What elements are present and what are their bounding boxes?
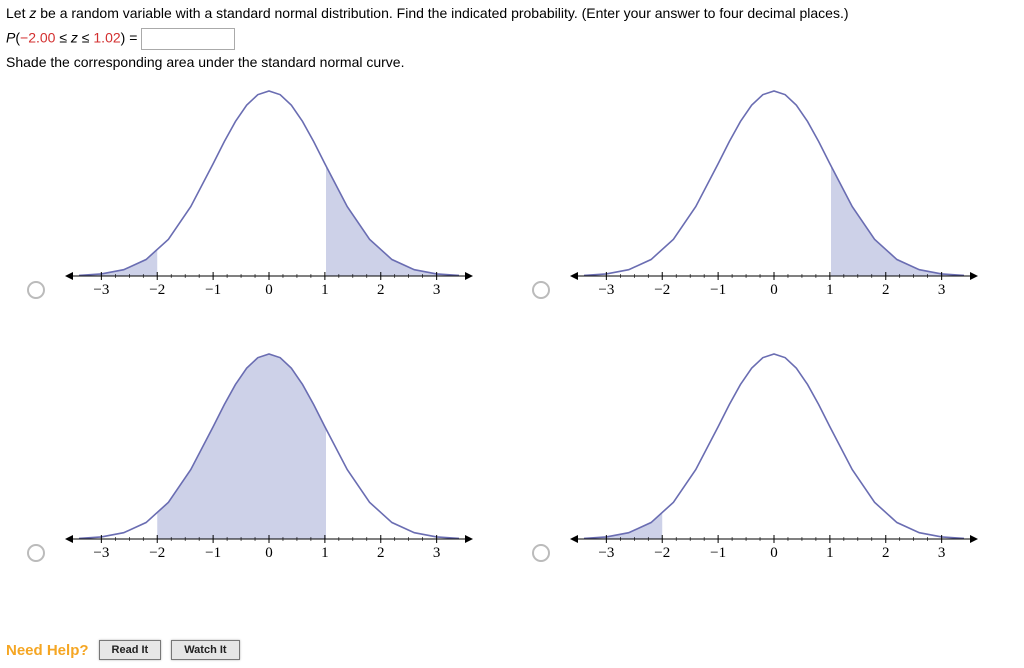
svg-text:0: 0	[265, 545, 273, 561]
svg-text:3: 3	[938, 282, 946, 298]
watch-it-button[interactable]: Watch It	[171, 640, 239, 660]
prob-upper-bound: 1.02	[93, 29, 120, 45]
svg-text:1: 1	[826, 282, 834, 298]
svg-text:−3: −3	[93, 282, 109, 298]
chart-option-2: −3 −2 −1 0 1 2 3	[523, 76, 1008, 301]
svg-text:−1: −1	[205, 282, 221, 298]
charts-grid: −3 −2 −1 0 1 2 3 −3 −2 −1 0 1 2 3 −3 −2 −1 0 1 2 3 −3 −2 −1 0 1 2 3	[18, 76, 1008, 564]
svg-text:1: 1	[321, 545, 329, 561]
svg-text:−1: −1	[710, 282, 726, 298]
prob-lower-bound: −2.00	[20, 29, 55, 45]
svg-text:3: 3	[938, 545, 946, 561]
svg-text:2: 2	[377, 545, 385, 561]
instruction-part-b: be a random variable with a standard nor…	[36, 5, 848, 21]
normal-curve-chart: −3 −2 −1 0 1 2 3	[54, 339, 484, 564]
instruction-part-a: Let	[6, 5, 29, 21]
shade-instruction: Shade the corresponding area under the s…	[0, 52, 1024, 76]
svg-text:0: 0	[770, 545, 778, 561]
svg-text:2: 2	[377, 282, 385, 298]
prob-p: P	[6, 29, 15, 45]
svg-text:0: 0	[770, 282, 778, 298]
need-help-label: Need Help?	[6, 642, 89, 659]
normal-curve-chart: −3 −2 −1 0 1 2 3	[54, 76, 484, 301]
svg-text:−2: −2	[149, 282, 165, 298]
svg-text:0: 0	[265, 282, 273, 298]
svg-text:2: 2	[882, 545, 890, 561]
answer-input[interactable]	[141, 28, 235, 50]
normal-curve-chart: −3 −2 −1 0 1 2 3	[559, 76, 989, 301]
prob-var-z: z	[71, 29, 78, 45]
chart-option-1: −3 −2 −1 0 1 2 3	[18, 76, 503, 301]
chart-radio-4[interactable]	[532, 544, 550, 562]
shade-text: Shade the corresponding area under the s…	[6, 54, 404, 70]
chart-option-4: −3 −2 −1 0 1 2 3	[523, 339, 1008, 564]
svg-text:−3: −3	[598, 545, 614, 561]
svg-text:1: 1	[321, 282, 329, 298]
svg-text:3: 3	[433, 282, 441, 298]
svg-text:−3: −3	[598, 282, 614, 298]
need-help-row: Need Help? Read It Watch It	[6, 640, 240, 660]
svg-text:−1: −1	[710, 545, 726, 561]
svg-text:−2: −2	[149, 545, 165, 561]
chart-radio-1[interactable]	[27, 281, 45, 299]
chart-option-3: −3 −2 −1 0 1 2 3	[18, 339, 503, 564]
svg-text:−2: −2	[654, 282, 670, 298]
instruction-text: Let z be a random variable with a standa…	[0, 0, 1024, 26]
svg-text:2: 2	[882, 282, 890, 298]
svg-text:3: 3	[433, 545, 441, 561]
read-it-button[interactable]: Read It	[99, 640, 162, 660]
svg-text:−1: −1	[205, 545, 221, 561]
prob-leq-b: ≤	[78, 29, 93, 45]
prob-close: ) =	[121, 29, 142, 45]
probability-expression: P(−2.00 ≤ z ≤ 1.02) =	[0, 26, 1024, 52]
svg-text:1: 1	[826, 545, 834, 561]
chart-radio-2[interactable]	[532, 281, 550, 299]
prob-leq-a: ≤	[55, 29, 70, 45]
svg-text:−2: −2	[654, 545, 670, 561]
normal-curve-chart: −3 −2 −1 0 1 2 3	[559, 339, 989, 564]
chart-radio-3[interactable]	[27, 544, 45, 562]
svg-text:−3: −3	[93, 545, 109, 561]
